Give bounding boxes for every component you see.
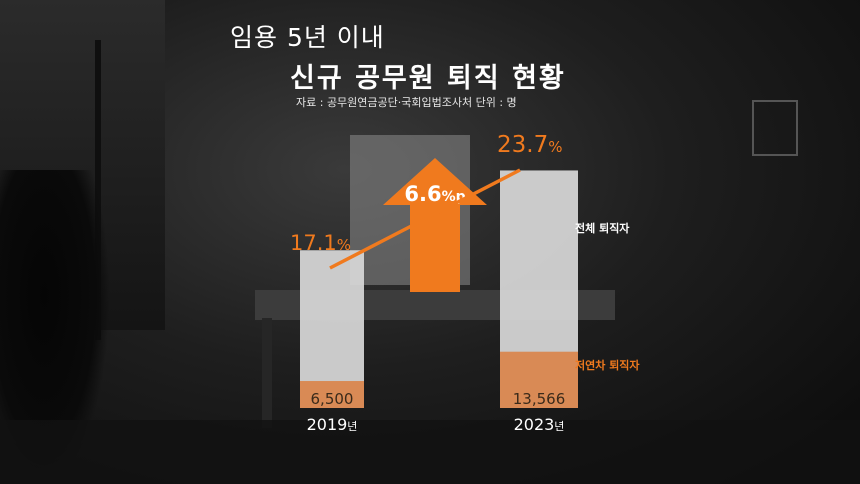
- chart-title-line2: 신규 공무원 퇴직 현황: [290, 63, 566, 94]
- bar-early-2019: [300, 381, 364, 408]
- source-note: 자료 : 공무원연금공단·국회입법조사처 단위 : 명: [296, 96, 517, 109]
- desk-leg: [262, 318, 272, 428]
- bar-value-label: 6,500: [311, 390, 354, 408]
- bar-early-2023: [500, 351, 578, 408]
- bar-value-label: 13,566: [513, 390, 566, 408]
- trend-line: [329, 168, 521, 270]
- series-label-total: 전체 퇴직자: [575, 221, 630, 235]
- trend-label-2019: 17.1%: [290, 231, 351, 255]
- increase-arrow: [383, 158, 487, 292]
- floor: [0, 420, 860, 484]
- category-label: 2019년: [307, 415, 358, 434]
- chart-title-line1: 임용 5년 이내: [230, 23, 385, 52]
- series-label-early: 저연차 퇴직자: [575, 358, 640, 372]
- wall-frame: [752, 100, 798, 156]
- category-label: 2023년: [514, 415, 565, 434]
- trend-label-2023: 23.7%: [497, 132, 562, 158]
